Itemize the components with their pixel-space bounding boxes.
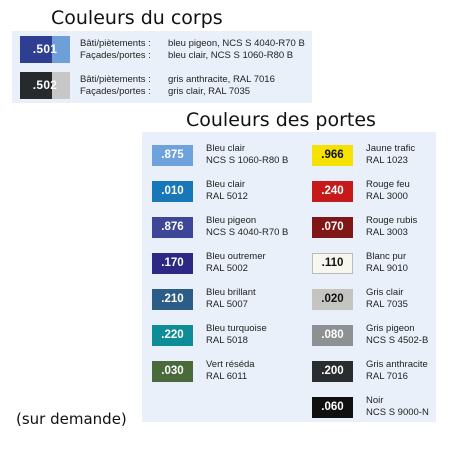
front-value: bleu clair, NCS S 1060-R80 B — [168, 49, 294, 61]
front-value: gris clair, RAL 7035 — [168, 85, 251, 97]
door-color-name: Gris clair — [366, 287, 404, 298]
door-swatch-220: .220 — [152, 324, 193, 346]
body-swatch-502: .502 — [20, 72, 70, 99]
door-color-030-text: Vert réséda RAL 6011 — [206, 359, 255, 383]
body-swatch-501: .501 — [20, 36, 70, 63]
door-color-ref: RAL 6011 — [206, 371, 248, 382]
door-color-876: .876 Bleu pigeon NCS S 4040-R70 B — [152, 215, 288, 239]
door-color-020: .020 Gris clair RAL 7035 — [312, 287, 408, 311]
door-color-110: .110 Blanc pur RAL 9010 — [312, 251, 408, 275]
door-color-name: Bleu clair — [206, 143, 246, 154]
footer-note: (sur demande) — [16, 410, 127, 428]
frame-label: Bâti/piètements : — [80, 37, 151, 49]
door-color-020-text: Gris clair RAL 7035 — [366, 287, 408, 311]
door-color-876-text: Bleu pigeon NCS S 4040-R70 B — [206, 215, 288, 239]
frame-value: bleu pigeon, NCS S 4040-R70 B — [168, 37, 305, 49]
door-color-name: Jaune trafic — [366, 143, 416, 154]
door-color-210-text: Bleu brillant RAL 5007 — [206, 287, 256, 311]
door-swatch-240: .240 — [312, 180, 353, 202]
door-color-ref: RAL 7035 — [366, 299, 408, 310]
body-swatch-502-main — [20, 72, 52, 99]
body-color-502-text: Bâti/piètements : gris anthracite, RAL 70… — [80, 74, 275, 98]
front-label: Façades/portes : — [80, 85, 151, 97]
door-color-ref: RAL 7016 — [366, 371, 408, 382]
body-swatch-501-accent — [52, 36, 70, 63]
door-color-name: Blanc pur — [366, 251, 407, 262]
door-swatch-210: .210 — [152, 288, 193, 310]
door-color-240: .240 Rouge feu RAL 3000 — [312, 179, 410, 203]
door-color-080: .080 Gris pigeon NCS S 4502-B — [312, 323, 428, 347]
frame-label: Bâti/piètements : — [80, 73, 151, 85]
door-color-name: Bleu outremer — [206, 251, 266, 262]
door-swatch-110: .110 — [312, 252, 353, 274]
door-swatch-966: .966 — [312, 144, 353, 166]
door-color-ref: RAL 5018 — [206, 335, 248, 346]
door-color-875-text: Bleu clair NCS S 1060-R80 B — [206, 143, 288, 167]
door-color-200-text: Gris anthracite RAL 7016 — [366, 359, 428, 383]
body-color-row-502: .502 Bâti/piètements : gris anthracite, R… — [20, 72, 275, 99]
door-color-966: .966 Jaune trafic RAL 1023 — [312, 143, 415, 167]
door-color-ref: RAL 5007 — [206, 299, 248, 310]
door-color-name: Vert réséda — [206, 359, 255, 370]
body-swatch-502-accent — [52, 72, 70, 99]
frame-value: gris anthracite, RAL 7016 — [168, 73, 275, 85]
door-color-ref: RAL 3003 — [366, 227, 408, 238]
door-color-name: Noir — [366, 395, 384, 406]
door-color-010-text: Bleu clair RAL 5012 — [206, 179, 248, 203]
door-swatch-070: .070 — [312, 216, 353, 238]
door-swatch-875: .875 — [152, 144, 193, 166]
door-color-170: .170 Bleu outremer RAL 5002 — [152, 251, 266, 275]
door-color-070: .070 Rouge rubis RAL 3003 — [312, 215, 417, 239]
door-swatch-010: .010 — [152, 180, 193, 202]
door-color-210: .210 Bleu brillant RAL 5007 — [152, 287, 256, 311]
body-color-501-text: Bâti/piètements : bleu pigeon, NCS S 4040… — [80, 38, 305, 62]
door-color-ref: NCS S 4502-B — [366, 335, 429, 346]
body-swatch-501-main — [20, 36, 52, 63]
door-color-220-text: Bleu turquoise RAL 5018 — [206, 323, 267, 347]
door-swatch-080: .080 — [312, 324, 353, 346]
door-color-220: .220 Bleu turquoise RAL 5018 — [152, 323, 267, 347]
door-color-240-text: Rouge feu RAL 3000 — [366, 179, 410, 203]
door-color-110-text: Blanc pur RAL 9010 — [366, 251, 408, 275]
door-color-ref: RAL 9010 — [366, 263, 408, 274]
door-swatch-020: .020 — [312, 288, 353, 310]
door-color-name: Rouge feu — [366, 179, 410, 190]
door-colors-title: Couleurs des portes — [186, 109, 376, 131]
door-color-name: Gris anthracite — [366, 359, 428, 370]
door-swatch-170: .170 — [152, 252, 193, 274]
body-colors-title: Couleurs du corps — [51, 7, 223, 29]
body-swatch-502-code: .502 — [32, 78, 58, 92]
door-color-875: .875 Bleu clair NCS S 1060-R80 B — [152, 143, 288, 167]
door-color-ref: NCS S 9000-N — [366, 407, 429, 418]
door-color-name: Bleu turquoise — [206, 323, 267, 334]
door-color-name: Gris pigeon — [366, 323, 415, 334]
door-color-ref: NCS S 1060-R80 B — [206, 155, 289, 166]
body-swatch-501-code: .501 — [32, 42, 58, 56]
front-label: Façades/portes : — [80, 49, 151, 61]
door-color-name: Bleu pigeon — [206, 215, 257, 226]
door-color-080-text: Gris pigeon NCS S 4502-B — [366, 323, 428, 347]
door-swatch-030: .030 — [152, 360, 193, 382]
door-color-030: .030 Vert réséda RAL 6011 — [152, 359, 255, 383]
door-color-070-text: Rouge rubis RAL 3003 — [366, 215, 417, 239]
door-color-ref: RAL 1023 — [366, 155, 408, 166]
door-color-name: Bleu brillant — [206, 287, 256, 298]
door-color-010: .010 Bleu clair RAL 5012 — [152, 179, 248, 203]
door-color-ref: RAL 5012 — [206, 191, 248, 202]
body-color-row-501: .501 Bâti/piètements : bleu pigeon, NCS S… — [20, 36, 305, 63]
door-color-060-text: Noir NCS S 9000-N — [366, 395, 429, 419]
door-color-ref: RAL 5002 — [206, 263, 248, 274]
door-swatch-200: .200 — [312, 360, 353, 382]
door-color-170-text: Bleu outremer RAL 5002 — [206, 251, 266, 275]
door-color-name: Rouge rubis — [366, 215, 418, 226]
door-color-200: .200 Gris anthracite RAL 7016 — [312, 359, 428, 383]
door-color-ref: RAL 3000 — [366, 191, 408, 202]
door-color-ref: NCS S 4040-R70 B — [206, 227, 289, 238]
door-color-060: .060 Noir NCS S 9000-N — [312, 395, 429, 419]
door-color-name: Bleu clair — [206, 179, 246, 190]
door-swatch-060: .060 — [312, 396, 353, 418]
door-swatch-876: .876 — [152, 216, 193, 238]
door-color-966-text: Jaune trafic RAL 1023 — [366, 143, 415, 167]
